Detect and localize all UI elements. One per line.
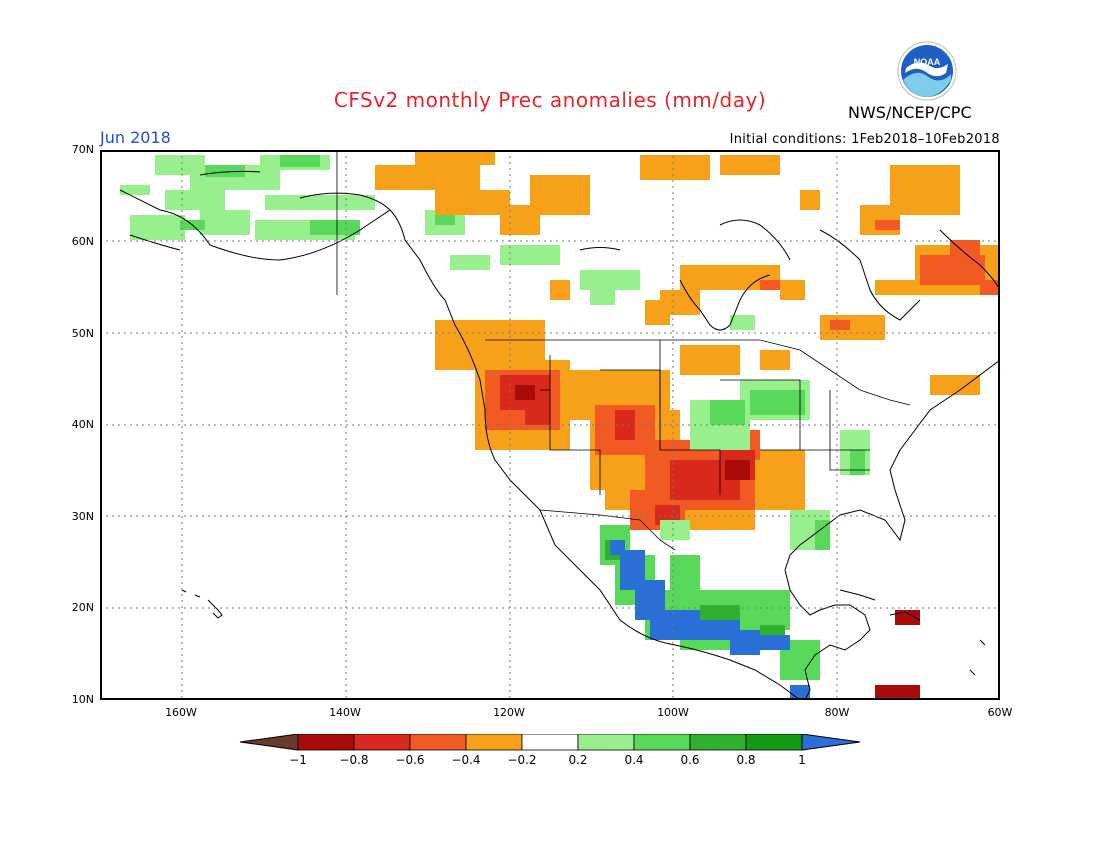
colorbar: −1 −0.8 −0.6 −0.4 −0.2 0.2 0.4 0.6 0.8 1 [239, 734, 861, 767]
colorbar-cell [297, 734, 355, 751]
lat-label-30n: 30N [71, 510, 94, 523]
coastlines [119, 170, 1000, 700]
lon-label-60w: 60W [987, 706, 1013, 719]
colorbar-arrow-left [239, 734, 299, 751]
colorbar-tick-label: 0.4 [624, 753, 643, 767]
lon-label-80w: 80W [824, 706, 850, 719]
colorbar-cell [521, 734, 579, 751]
colorbar-cell [409, 734, 467, 751]
lat-label-60n: 60N [71, 235, 94, 248]
map-title: CFSv2 monthly Prec anomalies (mm/day) [333, 88, 767, 112]
caribbean-islands [839, 589, 986, 676]
colorbar-tick-label: −0.2 [507, 753, 536, 767]
lon-label-120w: 120W [493, 706, 525, 719]
colorbar-cells [239, 734, 861, 751]
anomaly-field [120, 150, 1000, 700]
colorbar-labels: −1 −0.8 −0.6 −0.4 −0.2 0.2 0.4 0.6 0.8 1 [289, 753, 806, 767]
colorbar-arrow-right [801, 734, 861, 751]
noaa-logo-text: NOAA [914, 57, 941, 67]
colorbar-tick-label: 0.2 [568, 753, 587, 767]
caribbean-dry-extreme [875, 610, 920, 700]
initial-conditions: Initial conditions: 1Feb2018–10Feb2018 [729, 132, 1000, 147]
colorbar-cell [689, 734, 747, 751]
gridlines [100, 150, 1000, 700]
colorbar-tick-label: −0.8 [339, 753, 368, 767]
lat-label-50n: 50N [71, 327, 94, 340]
colorbar-tick-label: 1 [798, 753, 806, 767]
political-borders [336, 150, 911, 551]
colorbar-cell [353, 734, 411, 751]
colorbar-cell [745, 734, 803, 751]
mexico-wet-extreme [610, 540, 810, 700]
midwest-wet-strong [710, 390, 865, 550]
alaska-wet-anomaly [120, 155, 755, 330]
lat-label-10n: 10N [71, 693, 94, 706]
lat-label-70n: 70N [71, 143, 94, 156]
noaa-logo: NOAA [896, 40, 958, 106]
lat-label-40n: 40N [71, 418, 94, 431]
lat-label-20n: 20N [71, 601, 94, 614]
map-frame [100, 150, 1000, 700]
colorbar-cell [633, 734, 691, 751]
precip-anomaly-map [100, 150, 1000, 700]
colorbar-tick-label: −0.6 [395, 753, 424, 767]
agency-label: NWS/NCEP/CPC [848, 103, 972, 122]
hawaii-islands [181, 589, 223, 619]
colorbar-tick-label: 0.6 [680, 753, 699, 767]
lon-label-100w: 100W [657, 706, 689, 719]
lon-label-140w: 140W [329, 706, 361, 719]
lon-label-160w: 160W [165, 706, 197, 719]
colorbar-tick-label: −0.4 [451, 753, 480, 767]
colorbar-cell [577, 734, 635, 751]
western-us-dry-extreme [515, 385, 750, 480]
colorbar-tick-label: 0.8 [736, 753, 755, 767]
forecast-month: Jun 2018 [100, 128, 171, 147]
colorbar-tick-label: −1 [289, 753, 307, 767]
colorbar-cell [465, 734, 523, 751]
